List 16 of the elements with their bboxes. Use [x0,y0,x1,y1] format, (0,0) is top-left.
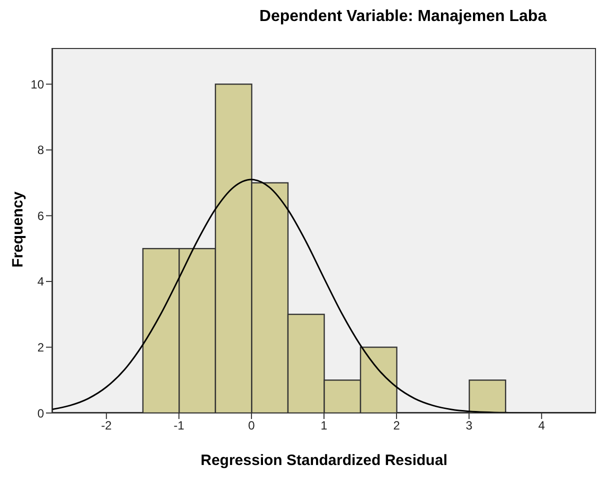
x-tick-label: 3 [466,418,473,433]
x-tick-label: 4 [538,418,546,433]
x-tick-label: 1 [320,418,328,433]
y-axis-title: Frequency [10,190,26,269]
x-tick-label: -2 [101,418,112,433]
y-tick-label: 2 [37,340,44,354]
x-tick-label: 2 [393,418,400,433]
y-tick-label: 6 [37,208,44,223]
y-tick-label: 4 [37,274,44,289]
y-tick-label: 10 [30,77,44,92]
chart-title: Dependent Variable: Manajemen Laba [258,8,548,26]
x-axis-title: Regression Standardized Residual [200,452,448,469]
y-tick-label: 8 [37,143,44,158]
x-tick-label: 0 [248,418,256,433]
y-tick-label: 0 [37,406,44,420]
x-tick-label: -1 [174,418,185,433]
